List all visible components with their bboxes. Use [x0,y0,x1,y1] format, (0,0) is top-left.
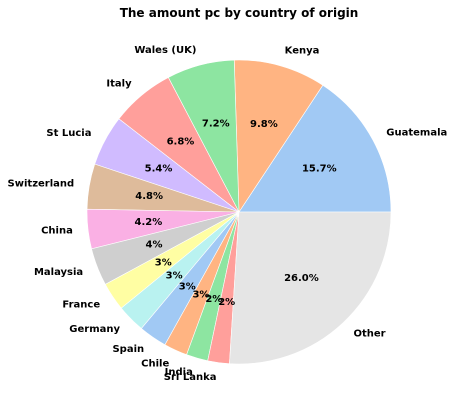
slice-category-label: Wales (UK) [134,45,196,56]
slice-percent-label: 26.0% [284,273,319,284]
slice-percent-label: 2% [218,297,235,308]
slice-category-label: Germany [69,324,120,335]
pie-slices [87,60,391,364]
slice-category-label: Guatemala [386,127,447,138]
slice-percent-label: 3% [166,271,183,282]
slice-category-label: Spain [112,344,144,355]
slice-category-label: Italy [106,78,132,89]
slice-category-label: Sri Lanka [164,372,217,383]
slice-percent-label: 4.8% [135,191,163,202]
slice-category-label: France [62,300,100,311]
slice-percent-label: 3% [155,257,172,268]
slice-percent-label: 9.8% [250,119,278,130]
slice-category-label: Kenya [285,46,320,57]
slice-category-label: Switzerland [8,178,75,189]
slice-percent-label: 7.2% [202,118,230,129]
pie-slice-other [229,212,391,364]
slice-percent-label: 4.2% [135,217,163,228]
slice-category-label: Other [353,328,385,339]
slice-percent-label: 4% [146,240,163,251]
slice-percent-label: 5.4% [145,164,173,175]
chart-title: The amount pc by country of origin [120,6,359,20]
slice-percent-label: 6.8% [167,137,195,148]
slice-category-label: Malaysia [34,267,83,278]
slice-percent-label: 15.7% [302,163,337,174]
slice-category-label: St Lucia [46,128,91,139]
slice-category-label: China [41,225,73,236]
